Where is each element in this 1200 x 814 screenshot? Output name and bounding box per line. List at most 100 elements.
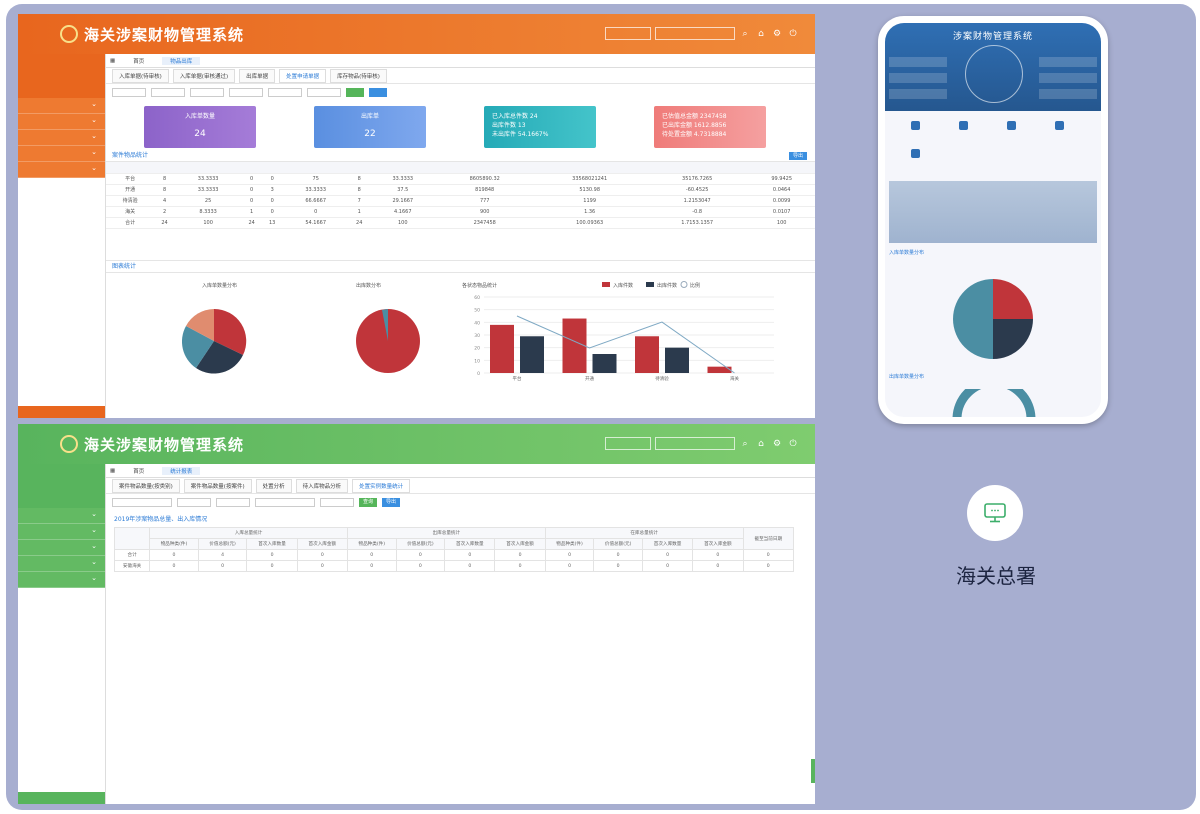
green-subtab-4[interactable]: 待入库物品分析 xyxy=(295,478,349,493)
phone-pill-6[interactable] xyxy=(1039,89,1097,99)
stat-table: 入库总量统计 出库总量统计 在库总量统计 截至当前日期 物品种类(件) 价值总额(… xyxy=(113,527,795,572)
sidebar-sub-4[interactable] xyxy=(18,220,105,234)
stat-cell: 0 xyxy=(395,549,446,561)
header-select[interactable] xyxy=(605,27,651,40)
subtabs-green: 案件物品数量(按类别) 案件物品数量(按案件) 处置分析 待入库物品分析 处置实… xyxy=(106,478,815,494)
table-cell: 开通 xyxy=(106,184,155,196)
card-inbound-label: 入库单数量 xyxy=(184,113,215,120)
table-cell: 24 xyxy=(241,217,262,229)
filter-field-2[interactable] xyxy=(151,87,185,97)
home-icon-green[interactable]: ⌂ xyxy=(758,438,764,449)
table-cell: 3 xyxy=(261,184,283,196)
home-icon[interactable]: ⌂ xyxy=(758,28,764,39)
summary-export-button[interactable]: 导出 xyxy=(789,152,807,160)
table-cell: 0.0107 xyxy=(748,206,815,218)
tab-report[interactable]: 统计报表 xyxy=(162,466,201,475)
tab-home-green[interactable]: 首页 xyxy=(133,468,145,475)
pie-2-slice-2 xyxy=(382,309,388,341)
green-filter-4[interactable] xyxy=(255,497,315,507)
phone-pill-2[interactable] xyxy=(889,73,947,83)
table-cell: 900 xyxy=(436,206,534,218)
stat-cell: 安徽海关 xyxy=(113,560,151,572)
grid-icon[interactable]: ▦ xyxy=(110,57,116,64)
subtab-4[interactable]: 处置申请单据 xyxy=(279,68,327,83)
sidebar-menu-5[interactable] xyxy=(18,160,105,178)
bar-inbound xyxy=(562,318,587,373)
header-search-input[interactable] xyxy=(655,27,735,40)
filter-field-4[interactable] xyxy=(229,87,263,97)
green-filter-5[interactable] xyxy=(320,497,354,507)
stat-cell: 0 xyxy=(395,560,446,572)
export-button[interactable] xyxy=(369,87,387,97)
search-icon[interactable]: ⌕ xyxy=(742,28,748,39)
sidebar-green-menu-5[interactable] xyxy=(18,570,105,588)
phone-icon-4[interactable] xyxy=(1035,119,1083,145)
table-row: 开通 8 33.3333 0 3 33.3333 8 37.5 819848 5130.98 -60… xyxy=(106,184,815,196)
power-icon-green[interactable]: ⏻ xyxy=(789,438,797,449)
sidebar-green-sub-3[interactable] xyxy=(18,616,105,630)
sidebar-sub-3[interactable] xyxy=(18,206,105,220)
stat-head-unit xyxy=(113,527,151,550)
header-search-input-green[interactable] xyxy=(655,437,735,450)
stat-cards: 入库单数量 24 出库单 22 已入库总件数 24 出库件数 13 未出库件 5… xyxy=(106,100,815,150)
power-icon[interactable]: ⏻ xyxy=(789,28,797,39)
phone-donut-arc-1 xyxy=(952,389,1036,417)
pie-1-caption: 入库单数量分布 xyxy=(202,282,237,289)
table-cell: 合计 xyxy=(106,217,155,229)
bar-outbound xyxy=(520,336,544,373)
phone-pill-3[interactable] xyxy=(889,89,947,99)
green-subtab-2[interactable]: 案件物品数量(按案件) xyxy=(183,478,252,493)
table-row: 平台 8 33.3333 0 0 75 8 33.3333 8605890.32 33568021… xyxy=(106,173,815,185)
card-amount-line-2: 已出库金额 1612.8856 xyxy=(662,122,727,129)
filter-field-5[interactable] xyxy=(268,87,302,97)
filter-field-1[interactable] xyxy=(112,87,146,97)
stat-cell: 0 xyxy=(346,549,397,561)
phone-icon-3[interactable] xyxy=(987,119,1035,145)
filter-field-6[interactable] xyxy=(307,87,341,97)
table-cell: 待清验 xyxy=(106,195,155,207)
green-filter-1[interactable] xyxy=(112,497,172,507)
table-cell: -60.4525 xyxy=(645,184,749,196)
subtab-1[interactable]: 入库单据(待审核) xyxy=(112,68,169,83)
subtab-3[interactable]: 出库单据 xyxy=(239,68,276,83)
green-filter-2[interactable] xyxy=(177,497,211,507)
settings-icon[interactable]: ⚙ xyxy=(772,28,782,39)
tab-outbound[interactable]: 物品出库 xyxy=(162,56,201,65)
green-subtab-3[interactable]: 处置分析 xyxy=(255,478,292,493)
phone-icon-5[interactable] xyxy=(891,147,939,173)
app-header-green: 海关涉案财物管理系统 ⌕ ⌂ ⚙ ⏻ xyxy=(18,424,815,464)
sidebar-sub-2[interactable] xyxy=(18,192,105,206)
phone-icon-2[interactable] xyxy=(939,119,987,145)
card-amount: 已估值总金额 2347458 已出库金额 1612.8856 待处置金额 4.7… xyxy=(654,106,766,148)
green-query-button[interactable]: 查询 xyxy=(359,497,377,507)
x-tick-label: 待清验 xyxy=(655,375,669,382)
side-edge-tab[interactable] xyxy=(811,759,815,783)
green-export-button[interactable]: 导出 xyxy=(382,497,400,507)
phone-pill-4[interactable] xyxy=(1039,57,1097,67)
phone-icon-1[interactable] xyxy=(891,119,939,145)
sidebar-green-sub-4[interactable] xyxy=(18,630,105,644)
charts-title: 图表统计 xyxy=(106,261,815,273)
header-select-green[interactable] xyxy=(605,437,651,450)
sidebar-sub-1[interactable] xyxy=(18,178,105,192)
subtab-5[interactable]: 库存物品(待审核) xyxy=(330,68,387,83)
settings-icon-green[interactable]: ⚙ xyxy=(772,438,782,449)
filter-field-3[interactable] xyxy=(190,87,224,97)
phone-pill-1[interactable] xyxy=(889,57,947,67)
sidebar-green-sub-1[interactable] xyxy=(18,588,105,602)
stat-col-header: 首次入库金额 xyxy=(692,538,744,550)
phone-pill-5[interactable] xyxy=(1039,73,1097,83)
search-icon-green[interactable]: ⌕ xyxy=(742,438,748,449)
subtab-2[interactable]: 入库单据(审核通过) xyxy=(172,68,236,83)
grid-icon-green[interactable]: ▦ xyxy=(110,467,116,474)
green-subtab-5[interactable]: 处置实例数量统计 xyxy=(352,478,411,493)
sidebar-green-sub-2[interactable] xyxy=(18,602,105,616)
green-filter-3[interactable] xyxy=(216,497,250,507)
stat-cell: 0 xyxy=(246,549,298,561)
legend-swatch-out xyxy=(646,282,654,287)
table-cell: 33.3333 xyxy=(174,173,242,185)
tab-home[interactable]: 首页 xyxy=(133,58,145,65)
query-button[interactable] xyxy=(346,87,364,97)
green-subtab-1[interactable]: 案件物品数量(按类别) xyxy=(112,478,180,493)
bar-inbound xyxy=(707,366,732,373)
